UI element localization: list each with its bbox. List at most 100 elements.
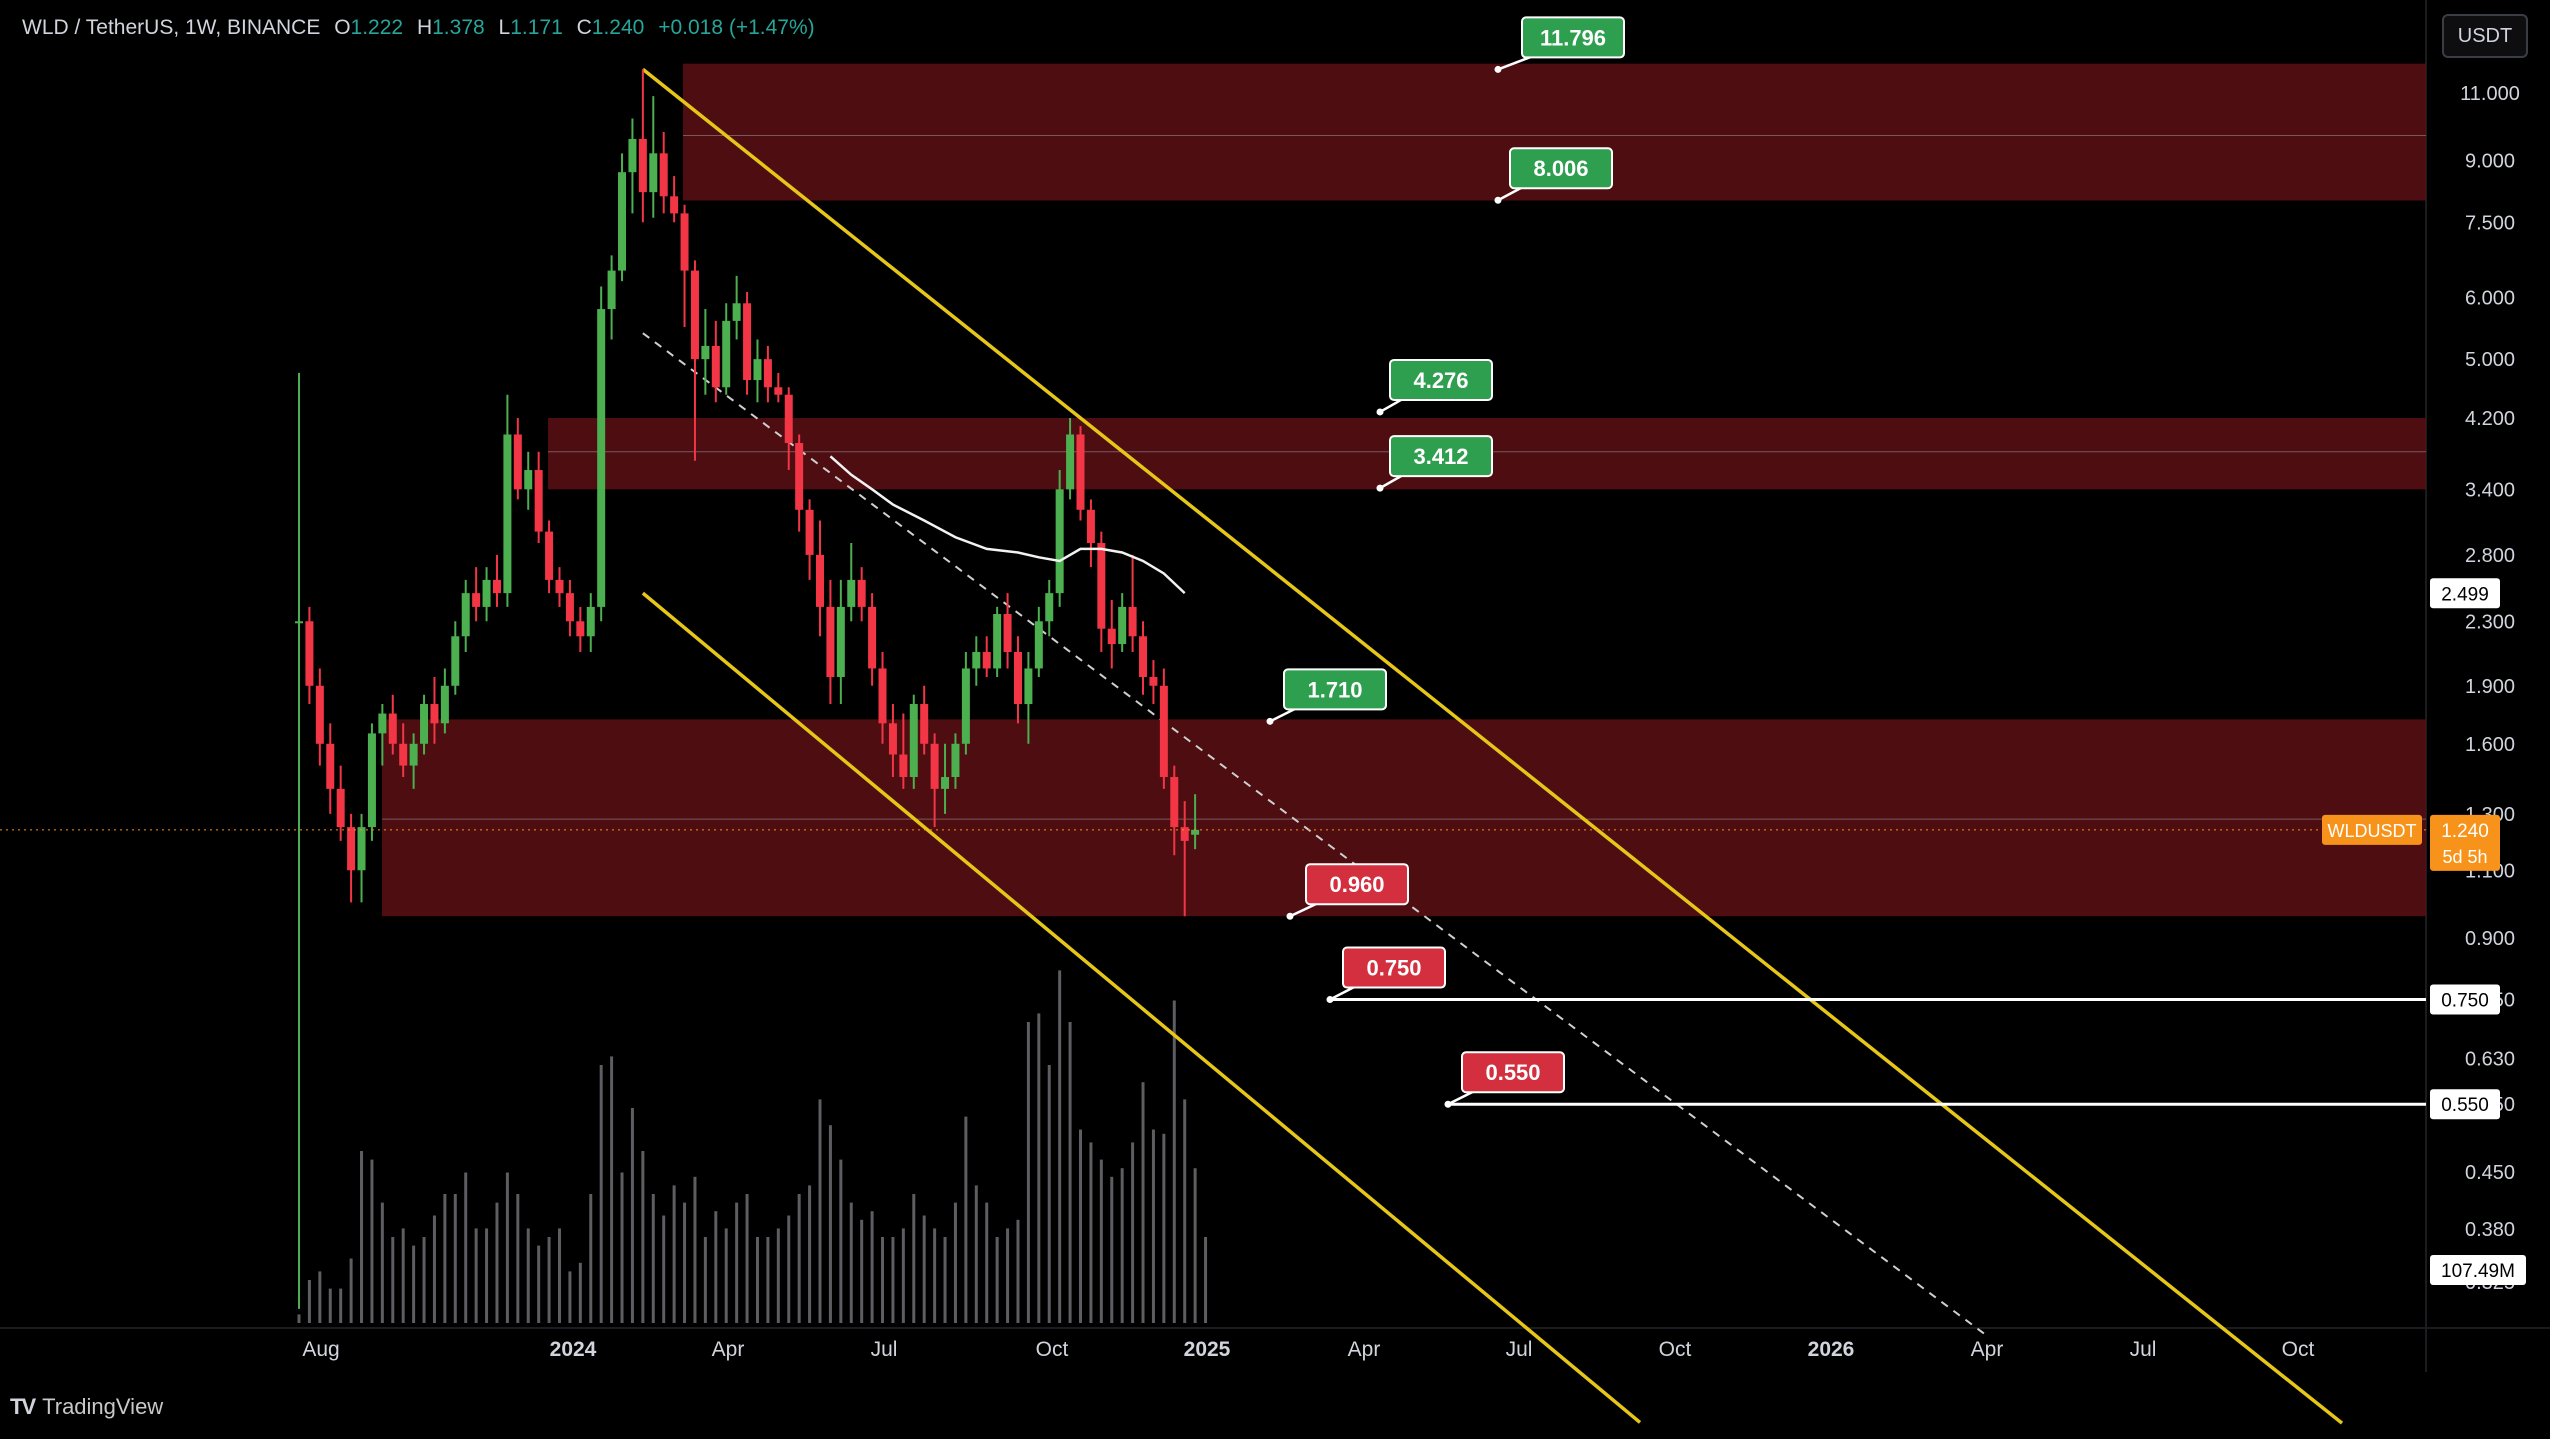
- current-price-symbol-tag[interactable]: WLDUSDT: [2322, 814, 2422, 845]
- candle-body[interactable]: [1097, 543, 1106, 629]
- candle-body[interactable]: [1076, 434, 1085, 510]
- candle-body[interactable]: [847, 579, 856, 607]
- candle-body[interactable]: [565, 593, 574, 622]
- candle-body[interactable]: [440, 685, 449, 724]
- candle-body[interactable]: [378, 713, 387, 734]
- candle-body[interactable]: [680, 213, 689, 271]
- candle-body[interactable]: [649, 153, 658, 193]
- candle-body[interactable]: [763, 359, 772, 388]
- candle-body[interactable]: [305, 621, 314, 686]
- price-target-label[interactable]: 0.750: [1326, 946, 1446, 1004]
- candle-body[interactable]: [711, 345, 720, 388]
- candle-body[interactable]: [1191, 829, 1200, 835]
- current-price-tag[interactable]: 1.240 5d 5h: [2430, 814, 2500, 871]
- moving-average-line[interactable]: [829, 455, 1186, 595]
- candle-body[interactable]: [492, 579, 501, 594]
- candle-body[interactable]: [545, 531, 554, 580]
- candle-body[interactable]: [878, 668, 887, 724]
- candle-body[interactable]: [607, 270, 616, 310]
- ma-price-tag[interactable]: 2.499: [2430, 578, 2500, 609]
- candle-body[interactable]: [701, 345, 710, 360]
- candle-body[interactable]: [1034, 621, 1043, 669]
- candle-body[interactable]: [961, 668, 970, 744]
- price-target-label[interactable]: 11.796: [1494, 16, 1625, 73]
- candle-body[interactable]: [982, 651, 991, 669]
- candle-body[interactable]: [336, 788, 345, 828]
- candle-body[interactable]: [628, 138, 637, 173]
- candle-body[interactable]: [472, 593, 481, 607]
- candle-body[interactable]: [826, 606, 835, 678]
- candle-body[interactable]: [1128, 606, 1137, 637]
- candle-body[interactable]: [295, 621, 303, 624]
- candle-body[interactable]: [1149, 677, 1158, 686]
- candle-body[interactable]: [513, 434, 522, 490]
- candle-body[interactable]: [315, 685, 324, 744]
- volume-price-tag[interactable]: 107.49M: [2430, 1255, 2526, 1285]
- candle-body[interactable]: [524, 470, 533, 490]
- candle-body[interactable]: [1045, 593, 1054, 622]
- candle-body[interactable]: [399, 743, 408, 766]
- candle-body[interactable]: [795, 443, 804, 510]
- candle-body[interactable]: [868, 606, 877, 669]
- candle-body[interactable]: [1003, 614, 1012, 652]
- candle-body[interactable]: [326, 743, 335, 789]
- candle-body[interactable]: [1066, 434, 1075, 490]
- candle-body[interactable]: [857, 579, 866, 607]
- price-target-label[interactable]: 3.412: [1376, 435, 1493, 492]
- level-price-tag[interactable]: 0.550: [2430, 1089, 2500, 1120]
- candle-body[interactable]: [659, 153, 668, 197]
- candle-body[interactable]: [503, 434, 512, 594]
- candle-body[interactable]: [1170, 777, 1179, 828]
- currency-button[interactable]: USDT: [2442, 14, 2528, 58]
- candle-body[interactable]: [920, 704, 929, 744]
- candle-body[interactable]: [451, 636, 460, 686]
- candle-body[interactable]: [618, 172, 627, 271]
- candle-body[interactable]: [743, 303, 752, 381]
- candle-body[interactable]: [1024, 668, 1033, 705]
- candle-body[interactable]: [1013, 651, 1022, 705]
- candle-body[interactable]: [357, 827, 366, 871]
- candle-body[interactable]: [774, 387, 783, 395]
- candle-body[interactable]: [420, 704, 429, 744]
- candle-body[interactable]: [1139, 636, 1148, 678]
- candle-body[interactable]: [972, 651, 981, 669]
- candle-body[interactable]: [899, 754, 908, 778]
- candle-body[interactable]: [409, 743, 418, 766]
- candle-body[interactable]: [993, 614, 1002, 669]
- candle-body[interactable]: [534, 470, 543, 532]
- candle-body[interactable]: [555, 579, 564, 594]
- candle-body[interactable]: [1107, 628, 1116, 645]
- candle-body[interactable]: [1180, 827, 1189, 841]
- candle-body[interactable]: [367, 733, 376, 828]
- symbol-legend[interactable]: WLD / TetherUS, 1W, BINANCE O1.222 H1.37…: [22, 16, 815, 40]
- candle-body[interactable]: [1055, 489, 1064, 594]
- candle-body[interactable]: [930, 743, 939, 789]
- candle-body[interactable]: [461, 593, 470, 637]
- candle-body[interactable]: [347, 827, 356, 871]
- candle-body[interactable]: [722, 320, 731, 388]
- candle-body[interactable]: [576, 621, 585, 637]
- candle-body[interactable]: [888, 723, 897, 755]
- candle-body[interactable]: [388, 713, 397, 744]
- candle-body[interactable]: [638, 138, 647, 193]
- candle-body[interactable]: [805, 509, 814, 555]
- channel-upper-line[interactable]: [641, 67, 2344, 1425]
- candle-body[interactable]: [1159, 685, 1168, 778]
- tradingview-branding[interactable]: TV TradingView: [10, 1394, 163, 1420]
- price-target-label[interactable]: 1.710: [1266, 668, 1387, 725]
- channel-lower-line[interactable]: [641, 591, 1642, 1424]
- candle-body[interactable]: [941, 777, 950, 789]
- candle-body[interactable]: [951, 743, 960, 778]
- candle-body[interactable]: [690, 270, 699, 360]
- candle-body[interactable]: [784, 394, 793, 444]
- candle-body[interactable]: [1086, 509, 1095, 544]
- channel-midline[interactable]: [642, 332, 1986, 1336]
- candle-body[interactable]: [430, 704, 439, 724]
- candle-body[interactable]: [1118, 606, 1127, 645]
- price-target-label[interactable]: 8.006: [1494, 147, 1613, 204]
- price-target-label[interactable]: 4.276: [1376, 358, 1493, 416]
- candle-body[interactable]: [482, 579, 491, 607]
- level-price-tag[interactable]: 0.750: [2430, 984, 2500, 1015]
